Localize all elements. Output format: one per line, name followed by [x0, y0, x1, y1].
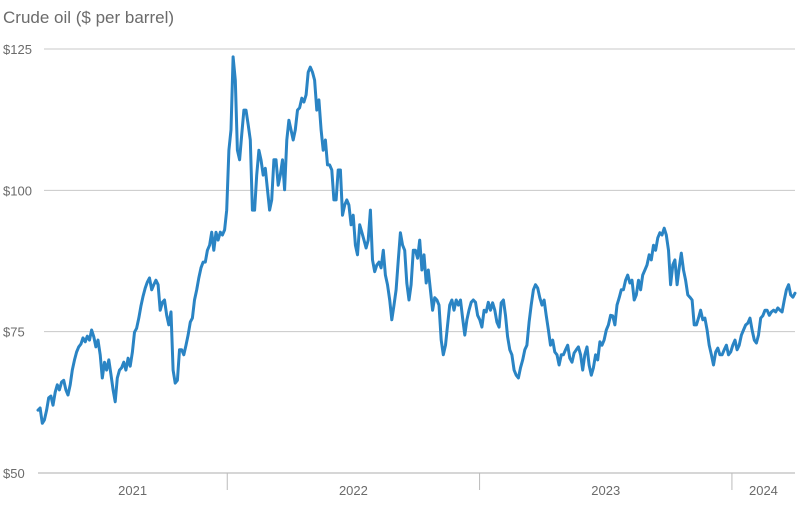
x-tick-label: 2022 — [339, 483, 368, 498]
x-tick-label: 2023 — [591, 483, 620, 498]
x-tick-label: 2021 — [118, 483, 147, 498]
y-tick-label: $50 — [3, 466, 25, 481]
crude-oil-price-line — [36, 55, 797, 425]
chart-title: Crude oil ($ per barrel) — [3, 8, 174, 27]
y-tick-label: $125 — [3, 42, 32, 57]
x-tick-label: 2024 — [749, 483, 778, 498]
y-tick-label: $100 — [3, 183, 32, 198]
y-tick-label: $75 — [3, 325, 25, 340]
